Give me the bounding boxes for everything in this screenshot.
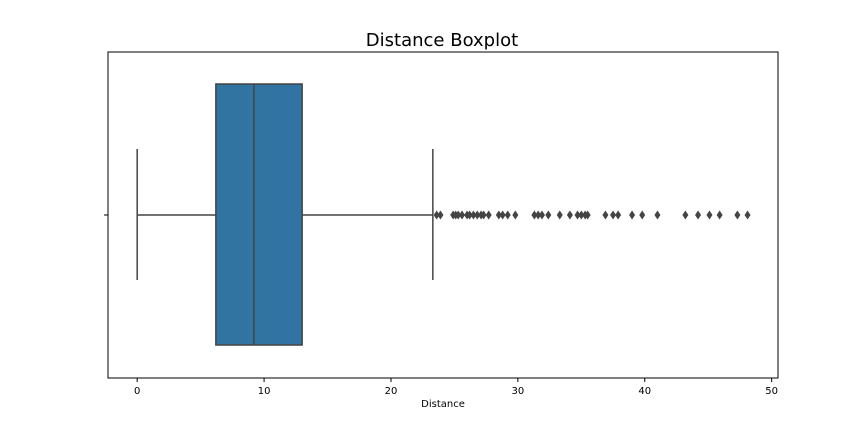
outlier-point (459, 210, 466, 220)
outlier-point (499, 210, 506, 220)
outlier-point (629, 210, 636, 220)
outlier-point (470, 210, 477, 220)
x-tick-label: 0 (134, 386, 140, 397)
x-tick-label: 10 (258, 386, 271, 397)
x-tick-label: 30 (512, 386, 525, 397)
outlier-point (474, 210, 481, 220)
x-tick-label: 20 (385, 386, 398, 397)
outlier-point (466, 210, 473, 220)
outlier-point (574, 210, 581, 220)
outlier-point (455, 210, 462, 220)
x-axis-label: Distance (421, 399, 465, 410)
plot-area (136, 83, 751, 346)
outlier-point (538, 210, 545, 220)
outlier-point (437, 210, 444, 220)
outlier-point (716, 210, 723, 220)
outlier-point (706, 210, 713, 220)
outlier-point (480, 210, 487, 220)
outlier-point (504, 210, 511, 220)
outlier-point (545, 210, 552, 220)
outlier-point (639, 210, 646, 220)
x-axis: 0 10 20 30 40 50 (104, 214, 778, 397)
outlier-point (433, 210, 440, 220)
outlier-point (744, 210, 751, 220)
outlier-point (578, 210, 585, 220)
outlier-point (535, 210, 542, 220)
outlier-point (654, 210, 661, 220)
outlier-point (531, 210, 538, 220)
outlier-point (695, 210, 702, 220)
outlier-point (584, 210, 591, 220)
outlier-point (485, 210, 492, 220)
outlier-point (566, 210, 573, 220)
chart-title: Distance Boxplot (366, 30, 518, 51)
outlier-point (734, 210, 741, 220)
outlier-point (602, 210, 609, 220)
outlier-point (682, 210, 689, 220)
outlier-point (556, 210, 563, 220)
x-tick-label: 50 (765, 386, 778, 397)
outlier-point (512, 210, 519, 220)
outlier-point (495, 210, 502, 220)
outlier-point (615, 210, 622, 220)
x-tick-label: 40 (638, 386, 651, 397)
iqr-box (215, 83, 303, 346)
outlier-point (610, 210, 617, 220)
